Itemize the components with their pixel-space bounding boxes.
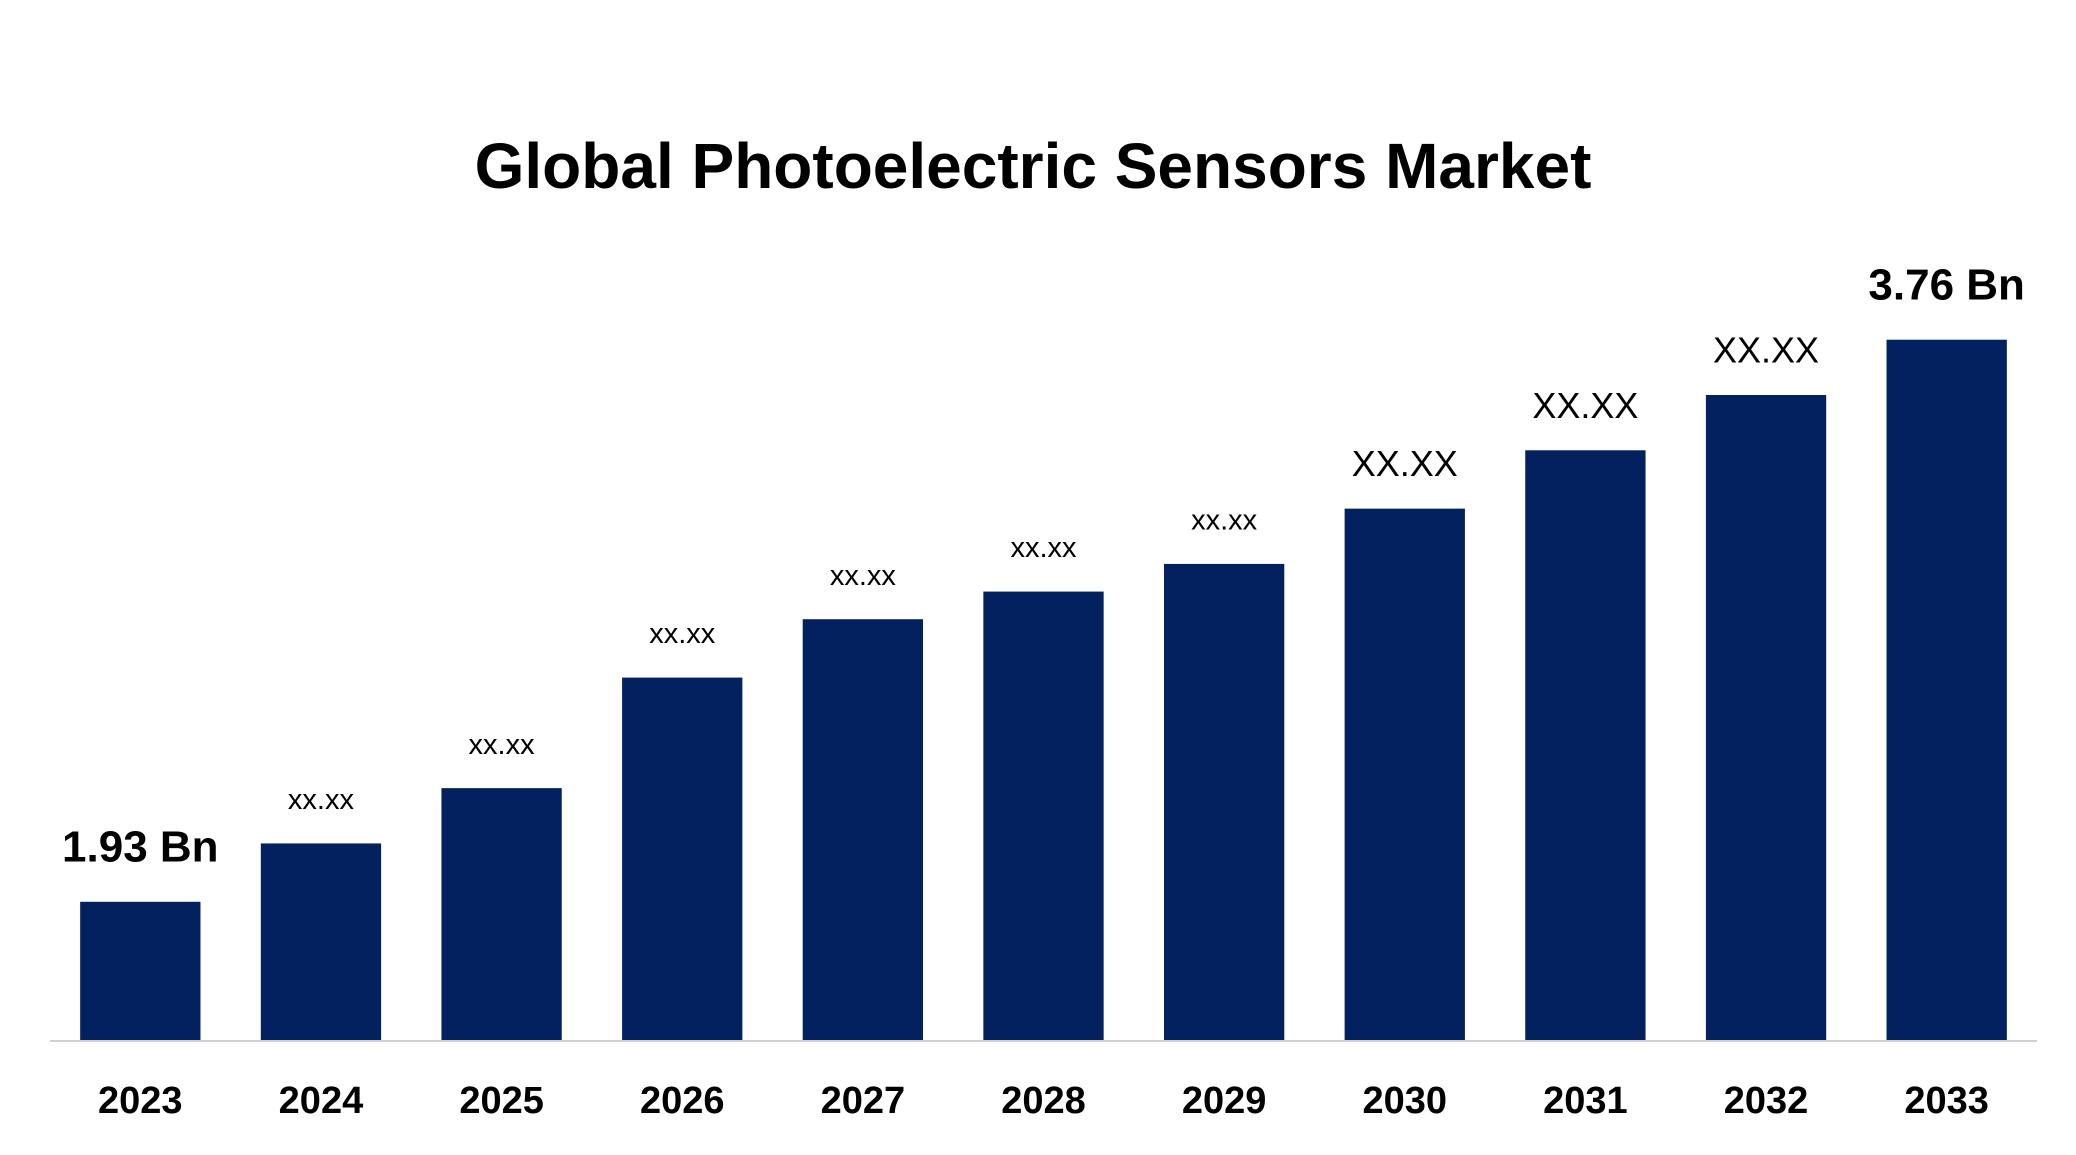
- x-tick-label: 2025: [459, 1080, 544, 1122]
- bar: [441, 788, 562, 1040]
- bar: [1525, 450, 1646, 1040]
- x-tick-label: 2023: [98, 1080, 183, 1122]
- chart-title: Global Photoelectric Sensors Market: [475, 130, 1592, 202]
- x-tick-label: 2031: [1543, 1080, 1628, 1122]
- value-label: XX.XX: [1532, 385, 1638, 426]
- bar: [260, 843, 382, 1040]
- value-label: 1.93 Bn: [62, 822, 219, 871]
- bar: [1705, 395, 1827, 1040]
- x-tick-label: 2028: [1001, 1080, 1086, 1122]
- value-label: xx.xx: [469, 729, 536, 761]
- value-label: 3.76 Bn: [1868, 260, 2025, 309]
- value-label: XX.XX: [1713, 330, 1819, 371]
- bar: [1163, 563, 1285, 1040]
- x-tick-label: 2026: [640, 1080, 725, 1122]
- value-label: xx.xx: [1010, 532, 1077, 564]
- x-tick-label: 2029: [1182, 1080, 1267, 1122]
- bar: [802, 619, 924, 1040]
- x-tick-label: 2032: [1724, 1080, 1809, 1122]
- value-label: xx.xx: [830, 560, 897, 592]
- bar: [1344, 508, 1465, 1041]
- x-tick-label: 2033: [1904, 1080, 1989, 1122]
- value-label: xx.xx: [288, 784, 355, 816]
- x-tick-label: 2030: [1362, 1080, 1447, 1122]
- value-label: XX.XX: [1352, 443, 1458, 484]
- x-tick-label: 2027: [821, 1080, 906, 1122]
- bar: [80, 901, 201, 1040]
- value-label: xx.xx: [1191, 505, 1258, 537]
- value-label: xx.xx: [649, 618, 716, 650]
- bar: [983, 591, 1104, 1040]
- x-tick-label: 2024: [279, 1080, 364, 1122]
- bar: [622, 677, 743, 1040]
- bar: [1886, 339, 2007, 1040]
